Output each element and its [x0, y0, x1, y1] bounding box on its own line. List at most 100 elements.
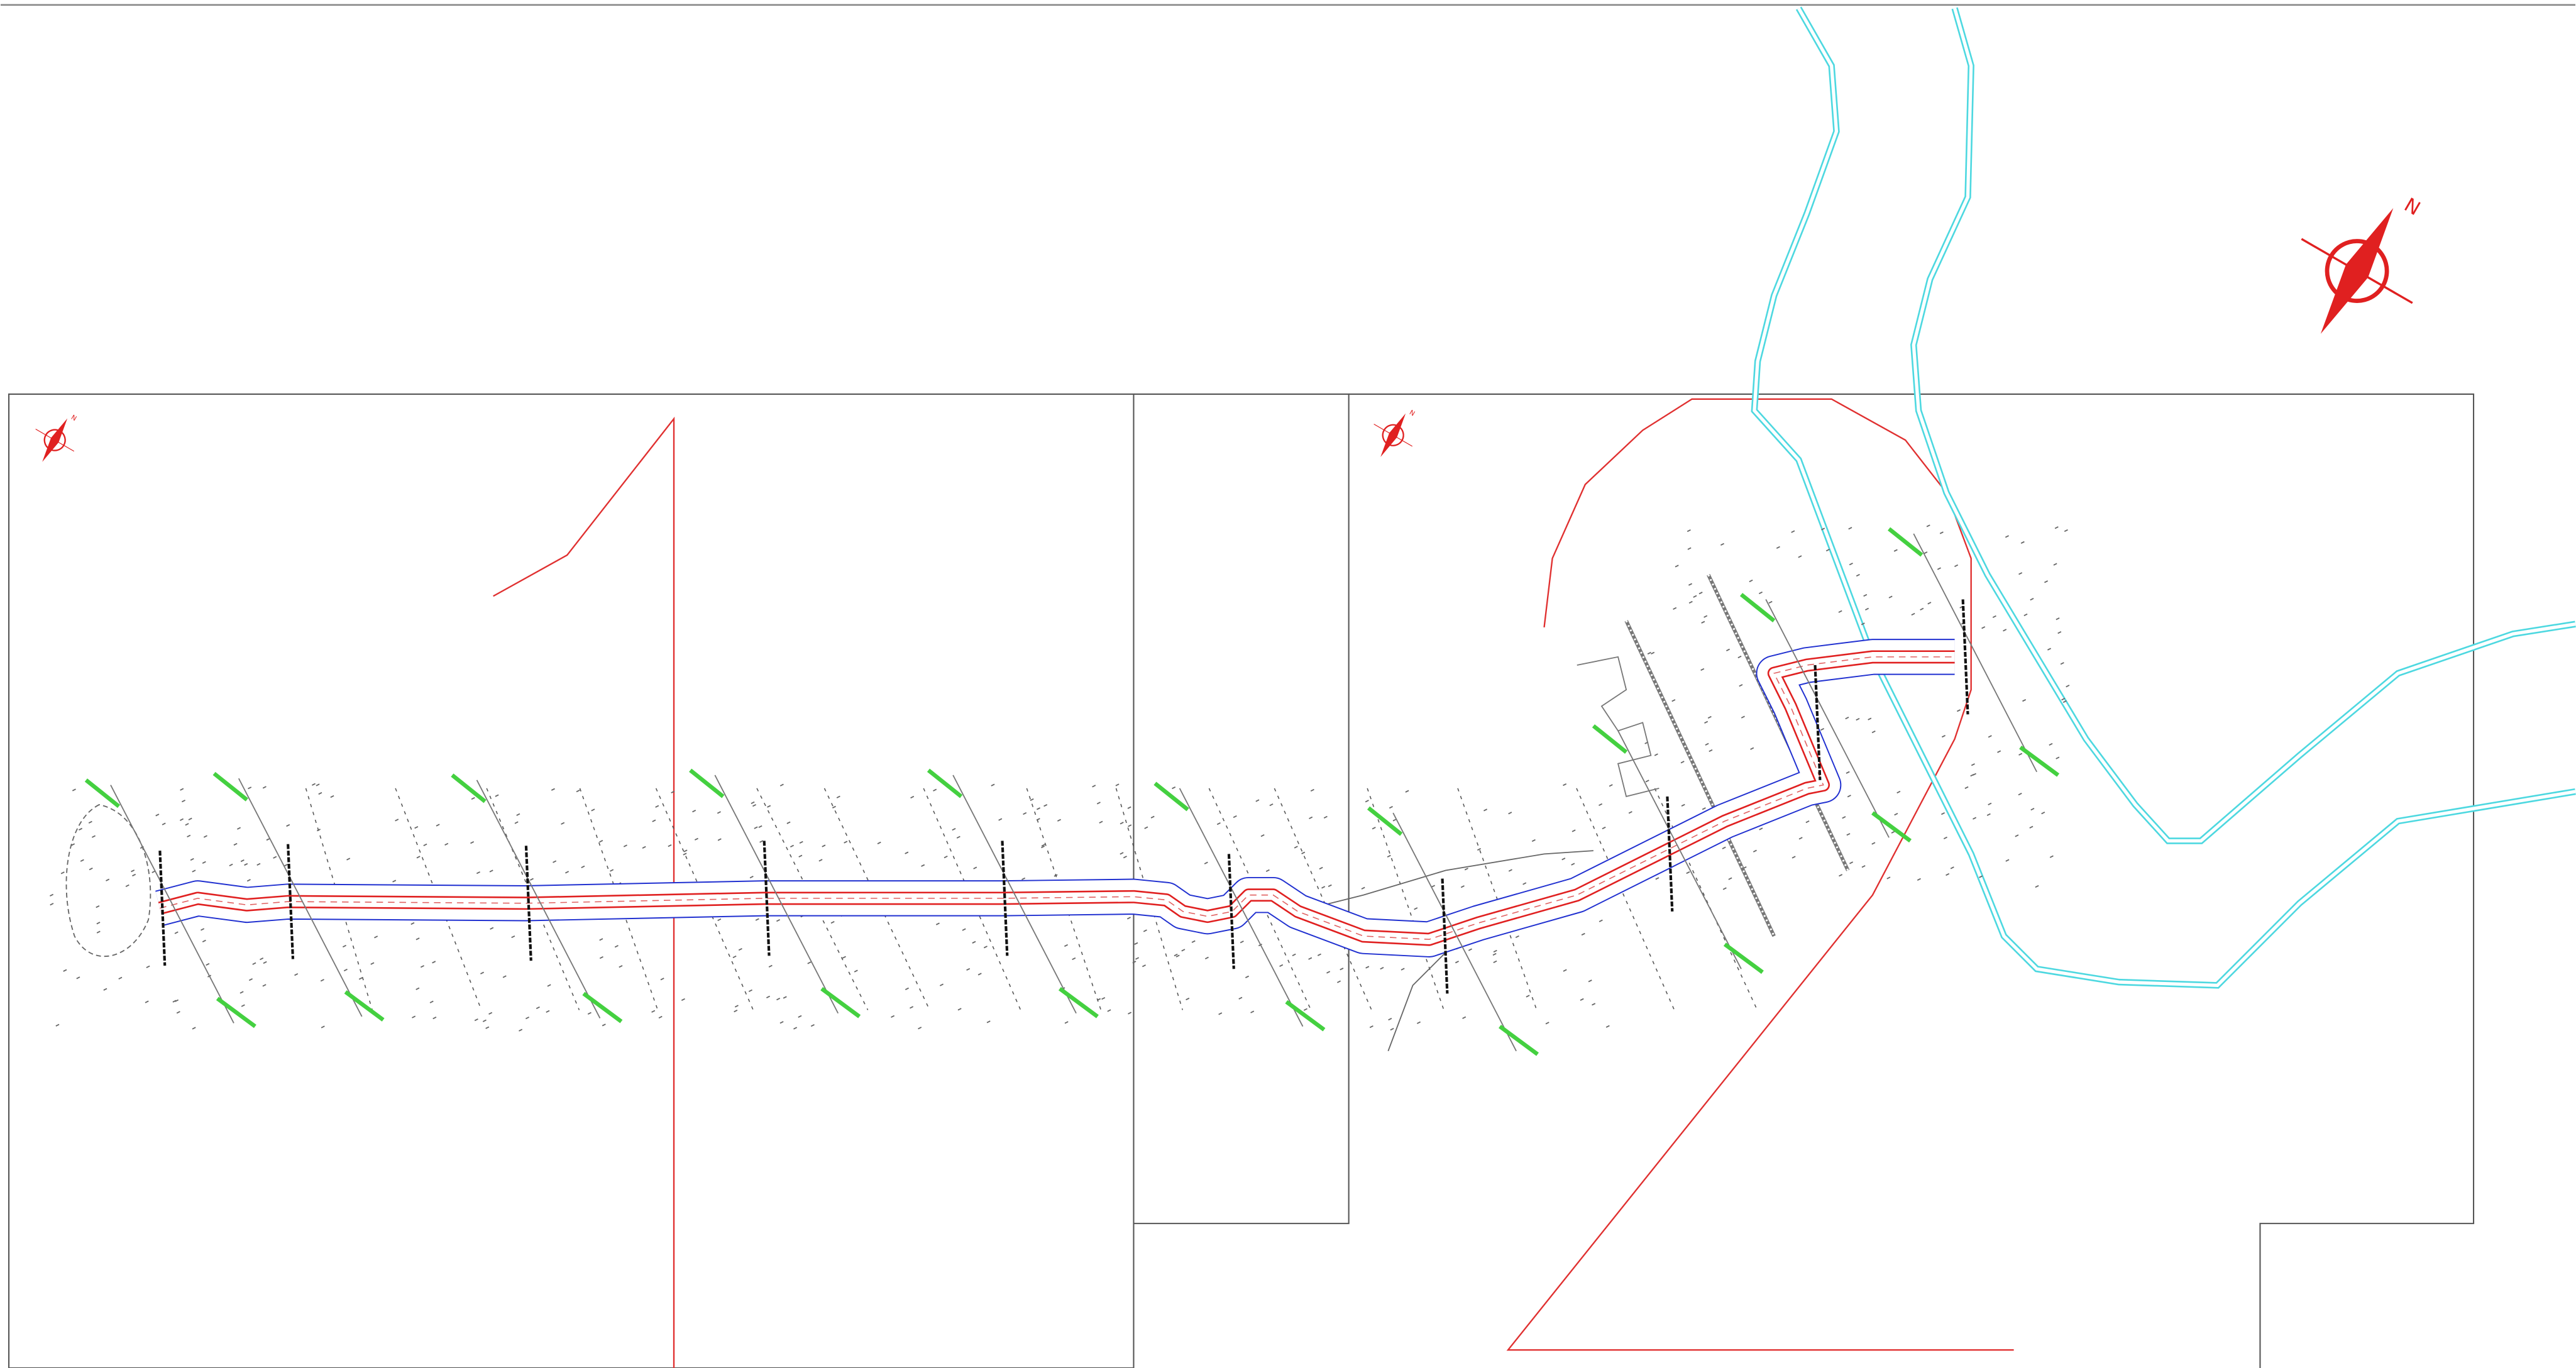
survey-point: [1468, 948, 1472, 951]
arrow-label: N: [2400, 194, 2423, 221]
survey-point: [998, 818, 1003, 821]
arrow-cross: [1373, 424, 1413, 447]
survey-point: [2056, 756, 2060, 759]
survey-point: [118, 976, 123, 980]
survey-point: [252, 962, 256, 965]
survey-point: [1805, 820, 1810, 824]
survey-point: [1939, 531, 1944, 534]
survey-point: [1599, 803, 1603, 806]
survey-point: [1792, 856, 1796, 859]
survey-point: [1927, 602, 1932, 605]
survey-point: [610, 869, 614, 872]
section-tag: [1871, 811, 1912, 843]
survey-point: [1753, 849, 1757, 852]
survey-point: [1460, 885, 1465, 888]
survey-point: [752, 803, 757, 807]
survey-point: [176, 1011, 180, 1014]
section-tag: [582, 991, 623, 1023]
survey-point: [432, 961, 436, 964]
survey-point: [1688, 583, 1693, 586]
survey-point: [1681, 803, 1685, 807]
survey-point: [1336, 980, 1341, 983]
survey-point: [717, 838, 722, 841]
survey-point: [921, 864, 925, 867]
survey-point: [830, 920, 835, 924]
survey-point: [474, 1018, 478, 1022]
survey-point: [1673, 607, 1677, 610]
survey-point: [233, 842, 238, 846]
survey-point: [977, 973, 982, 976]
survey-point: [1893, 549, 1898, 552]
survey-point: [681, 998, 685, 1001]
survey-point: [798, 854, 803, 858]
survey-point: [652, 819, 656, 822]
access-road: [1297, 850, 1593, 912]
survey-point: [1405, 790, 1409, 793]
survey-point: [346, 858, 351, 861]
survey-point: [758, 825, 762, 828]
survey-point: [240, 859, 245, 863]
section-mark: [158, 851, 167, 966]
survey-point: [185, 823, 189, 826]
arrow-label: N: [1408, 409, 1416, 417]
survey-point: [1956, 709, 1961, 712]
survey-point: [2022, 698, 2027, 702]
survey-point: [694, 837, 698, 841]
survey-point: [416, 856, 421, 859]
survey-point: [1143, 929, 1147, 932]
survey-point: [1917, 878, 1921, 881]
survey-point: [1464, 868, 1468, 871]
survey-point: [1856, 718, 1860, 721]
survey-point: [187, 834, 191, 837]
survey-point: [1477, 847, 1481, 851]
survey-point: [239, 991, 244, 994]
survey-point: [1698, 592, 1703, 595]
survey-point: [1758, 591, 1763, 595]
survey-point: [1655, 877, 1660, 880]
survey-point: [658, 1015, 663, 1019]
survey-point: [1365, 800, 1369, 803]
survey-point: [599, 840, 603, 843]
survey-point: [1924, 551, 1928, 554]
survey-point: [738, 947, 742, 951]
survey-point: [470, 841, 475, 844]
survey-point: [192, 1027, 196, 1030]
north-arrows: N N N: [35, 194, 2424, 462]
survey-point: [91, 835, 96, 838]
channel: [155, 639, 1955, 957]
survey-point: [1526, 995, 1530, 998]
survey-point: [1123, 856, 1127, 859]
survey-point: [591, 808, 595, 812]
survey-point: [854, 969, 858, 973]
survey-point: [395, 819, 399, 822]
survey-point: [1609, 784, 1613, 787]
boundary-right: [1506, 398, 2014, 1351]
survey-point: [1380, 966, 1384, 970]
survey-point: [516, 813, 520, 816]
survey-point: [786, 821, 791, 824]
survey-point: [229, 863, 233, 867]
survey-point: [877, 841, 881, 844]
survey-point: [1647, 651, 1651, 655]
survey-point: [551, 788, 555, 791]
section-mark: [1814, 665, 1822, 780]
survey-point: [476, 871, 480, 874]
survey-point: [1654, 753, 1658, 756]
survey-point: [1531, 839, 1536, 842]
survey-point: [1705, 742, 1709, 746]
section-line: [476, 780, 601, 1019]
survey-point: [1294, 846, 1298, 849]
survey-point: [488, 1012, 493, 1015]
survey-point: [2044, 580, 2049, 583]
survey-point: [1240, 940, 1244, 944]
survey-point: [519, 1029, 523, 1032]
survey-point: [370, 962, 375, 965]
contour-dash: [486, 788, 580, 1010]
survey-point: [181, 800, 186, 803]
survey-point: [1204, 861, 1208, 864]
survey-point: [1563, 783, 1567, 786]
survey-point: [244, 863, 248, 866]
survey-point: [1741, 715, 1745, 719]
survey-point: [1970, 774, 1974, 777]
survey-point: [1265, 869, 1270, 872]
